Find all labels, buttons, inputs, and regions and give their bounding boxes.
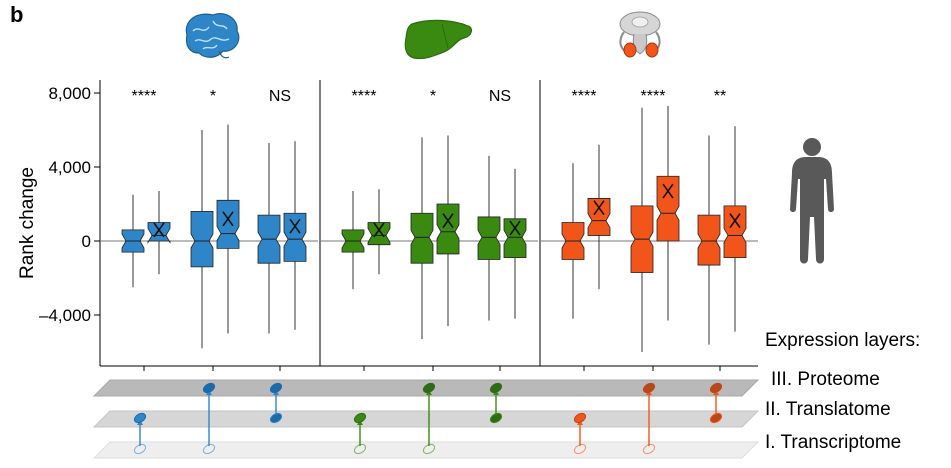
mean-marker: [509, 220, 521, 236]
source-layer-marker: [422, 443, 436, 455]
human-body-icon: [790, 138, 834, 264]
box: [216, 199, 240, 249]
significance-label: ****: [132, 88, 157, 105]
y-axis: Rank change: [17, 80, 758, 367]
significance-label: NS: [269, 88, 291, 105]
box: [190, 210, 214, 268]
mean-marker: [662, 183, 674, 199]
y-axis-label: Rank change: [17, 167, 38, 279]
target-layer-marker: [202, 382, 216, 394]
legend-title: Expression layers:: [765, 330, 920, 351]
layer-legend: Expression layers: III. Proteome II. Tra…: [765, 330, 920, 453]
source-layer-marker: [489, 412, 503, 424]
significance-label: **: [714, 88, 726, 105]
significance-label: *: [210, 88, 216, 105]
source-layer-marker: [709, 412, 723, 424]
target-layer-marker: [353, 412, 367, 424]
y-tick-label: 8,000: [48, 84, 91, 103]
liver-icon: [404, 19, 473, 60]
y-tick-label: –4,000: [39, 306, 91, 325]
target-layer-marker: [422, 382, 436, 394]
panel-label: b: [10, 2, 23, 27]
significance-label: NS: [489, 88, 511, 105]
mean-marker: [373, 222, 385, 238]
significance-label: ****: [572, 88, 597, 105]
significance-label: ****: [641, 88, 666, 105]
box: [477, 216, 501, 260]
source-layer-marker: [269, 412, 283, 424]
target-layer-marker: [269, 382, 283, 394]
box: [656, 175, 680, 242]
y-tick-label: 0: [82, 232, 91, 251]
box: [723, 205, 747, 259]
source-layer-marker: [202, 443, 216, 455]
layer-plane-translatome: [92, 410, 760, 428]
significance-label: *: [430, 88, 436, 105]
mean-marker: [442, 213, 454, 229]
box: [147, 222, 171, 244]
target-layer-marker: [133, 412, 147, 424]
box: [697, 214, 721, 266]
mean-marker: [222, 211, 234, 227]
testis-icon: [619, 11, 661, 58]
source-layer-marker: [353, 443, 367, 455]
target-layer-marker: [709, 382, 723, 394]
source-layer-marker: [133, 443, 147, 455]
source-layer-marker: [642, 443, 656, 455]
target-layer-marker: [573, 412, 587, 424]
layer-diagram: [92, 379, 760, 459]
y-tick-label: 4,000: [48, 158, 91, 177]
box: [503, 218, 527, 259]
brain-icon: [185, 13, 240, 59]
legend-layer-proteome: III. Proteome: [771, 369, 880, 390]
legend-layer-translatome: II. Translatome: [765, 399, 891, 420]
box: [587, 198, 611, 236]
target-layer-marker: [642, 382, 656, 394]
mean-marker: [593, 200, 605, 216]
box: [367, 222, 391, 246]
mean-marker: [153, 222, 165, 238]
significance-label: ****: [352, 88, 377, 105]
source-layer-marker: [573, 443, 587, 455]
box: [436, 203, 460, 255]
mean-marker: [729, 213, 741, 229]
target-layer-marker: [489, 382, 503, 394]
mean-marker: [289, 218, 301, 234]
box: [410, 212, 434, 264]
layer-plane-transcriptome: [92, 441, 760, 459]
box: [283, 212, 307, 262]
legend-layer-transcriptome: I. Transcriptome: [765, 432, 901, 453]
